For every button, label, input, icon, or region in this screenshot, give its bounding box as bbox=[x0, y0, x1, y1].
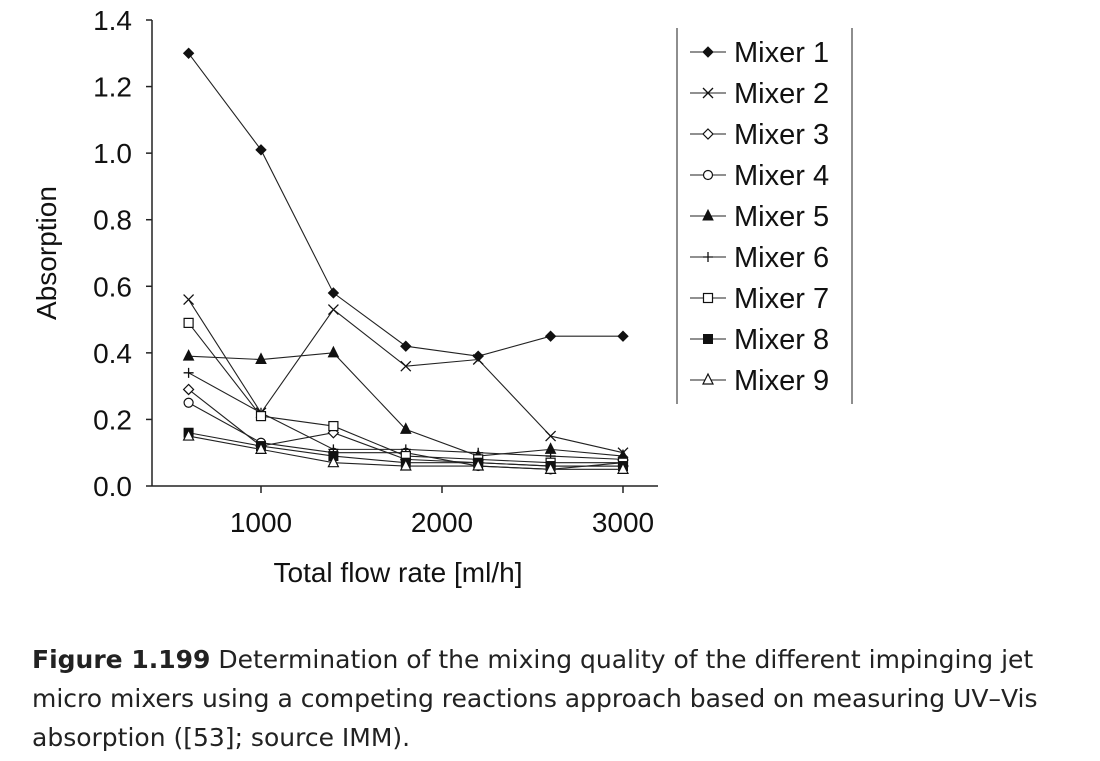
data-point-mixer-9 bbox=[472, 458, 485, 471]
y-tick-label: 0.4 bbox=[93, 338, 132, 369]
legend-label: Mixer 5 bbox=[734, 201, 829, 233]
legend-item-mixer-2: Mixer 2 bbox=[690, 78, 829, 110]
data-point-mixer-2 bbox=[327, 304, 339, 316]
data-point-mixer-5 bbox=[255, 352, 267, 365]
legend-item-mixer-6: Mixer 6 bbox=[690, 242, 829, 274]
data-point-mixer-9 bbox=[255, 442, 267, 454]
legend-label: Mixer 8 bbox=[734, 324, 829, 356]
data-point-mixer-5 bbox=[327, 345, 340, 358]
data-point-mixer-6 bbox=[183, 367, 194, 378]
legend-item-mixer-7: Mixer 7 bbox=[690, 283, 829, 315]
y-tick-label: 1.0 bbox=[93, 138, 132, 169]
legend-marker bbox=[702, 208, 714, 221]
y-tick-label: 1.2 bbox=[93, 72, 132, 103]
data-point-mixer-9 bbox=[544, 462, 557, 474]
data-point-mixer-1 bbox=[617, 330, 629, 342]
legend-marker bbox=[702, 87, 714, 99]
legend-label: Mixer 1 bbox=[734, 37, 829, 69]
legend-marker bbox=[702, 128, 714, 140]
data-point-mixer-4 bbox=[183, 397, 194, 408]
data-point-mixer-7 bbox=[255, 411, 267, 422]
chart-axes: 0.0 0.2 0.4 0.6 0.8 1.0 1.2 1.4 1000 2000 3000 bbox=[93, 5, 658, 538]
series-mixer-1 bbox=[182, 47, 629, 362]
data-point-mixer-1 bbox=[255, 144, 267, 156]
caption-text: Determination of the mixing quality of t… bbox=[32, 645, 1038, 752]
data-point-mixer-9 bbox=[399, 458, 412, 471]
legend-label: Mixer 2 bbox=[734, 78, 829, 110]
data-point-mixer-2 bbox=[472, 354, 484, 365]
legend-marker bbox=[702, 292, 714, 304]
legend-marker bbox=[703, 334, 713, 344]
series-mixer-5 bbox=[182, 345, 629, 461]
legend-label: Mixer 9 bbox=[734, 365, 829, 397]
legend-item-mixer-1: Mixer 1 bbox=[690, 37, 829, 69]
legend-marker bbox=[702, 372, 714, 385]
data-point-mixer-7 bbox=[328, 420, 339, 432]
legend-item-mixer-9: Mixer 9 bbox=[690, 365, 829, 397]
y-tick-label: 0.6 bbox=[93, 271, 132, 302]
data-point-mixer-9 bbox=[617, 462, 629, 474]
legend-item-mixer-8: Mixer 8 bbox=[690, 324, 829, 356]
legend-item-mixer-3: Mixer 3 bbox=[690, 119, 829, 151]
chart-series bbox=[182, 47, 629, 475]
y-tick-label: 0.2 bbox=[93, 404, 132, 435]
chart: 0.0 0.2 0.4 0.6 0.8 1.0 1.2 1.4 1000 2000 3000 Mix… bbox=[31, 5, 853, 588]
series-mixer-9 bbox=[182, 428, 629, 474]
x-axis-label: Total flow rate [ml/h] bbox=[274, 557, 523, 588]
legend-item-mixer-4: Mixer 4 bbox=[690, 160, 829, 192]
legend-label: Mixer 4 bbox=[734, 160, 829, 192]
legend-label: Mixer 3 bbox=[734, 119, 829, 151]
x-tick-label: 1000 bbox=[230, 507, 292, 538]
series-line-mixer-1 bbox=[188, 52, 623, 357]
data-point-mixer-1 bbox=[400, 340, 412, 352]
data-point-mixer-2 bbox=[400, 360, 412, 372]
figure-caption: Figure 1.199 Determination of the mixing… bbox=[32, 640, 1082, 757]
y-tick-label: 0.0 bbox=[93, 471, 132, 502]
legend-marker bbox=[703, 252, 713, 262]
data-point-mixer-9 bbox=[327, 455, 340, 468]
data-point-mixer-7 bbox=[183, 317, 194, 328]
data-point-mixer-1 bbox=[182, 47, 195, 59]
chart-legend: Mixer 1 Mixer 2 Mixer 3 Mixer 4 Mixer 5 Mixer… bbox=[676, 28, 853, 404]
x-tick-label: 2000 bbox=[411, 507, 473, 538]
x-tick-label: 3000 bbox=[592, 507, 654, 538]
data-point-mixer-3 bbox=[182, 383, 195, 396]
legend-label: Mixer 6 bbox=[734, 242, 829, 274]
data-point-mixer-5 bbox=[182, 349, 195, 361]
legend-marker bbox=[702, 169, 714, 181]
legend-marker bbox=[702, 46, 714, 58]
legend-label: Mixer 7 bbox=[734, 283, 829, 315]
y-tick-label: 1.4 bbox=[93, 5, 132, 36]
data-point-mixer-2 bbox=[183, 294, 195, 306]
data-point-mixer-9 bbox=[182, 428, 195, 441]
data-point-mixer-1 bbox=[327, 287, 340, 299]
data-point-mixer-1 bbox=[472, 350, 484, 362]
caption-label: Figure 1.199 bbox=[32, 645, 211, 674]
data-point-mixer-1 bbox=[544, 330, 557, 342]
y-tick-label: 0.8 bbox=[93, 205, 132, 236]
y-axis-label: Absorption bbox=[31, 186, 62, 320]
legend-item-mixer-5: Mixer 5 bbox=[690, 201, 829, 233]
data-point-mixer-5 bbox=[399, 422, 412, 434]
data-point-mixer-2 bbox=[545, 430, 557, 442]
